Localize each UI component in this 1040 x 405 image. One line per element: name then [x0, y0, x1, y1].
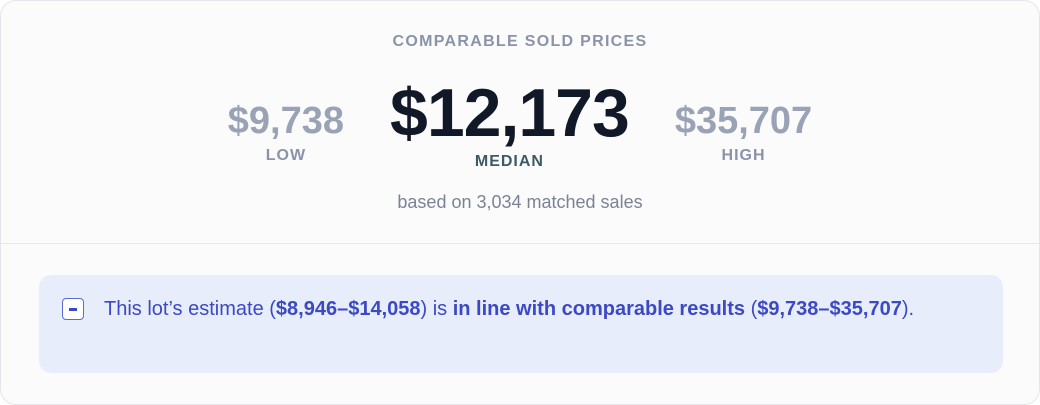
text: ( — [745, 298, 758, 320]
stat-value: $35,707 — [674, 100, 813, 142]
sales-note: based on 3,034 matched sales — [397, 192, 643, 212]
stat-value: $12,173 — [390, 75, 630, 151]
text: This lot’s estimate ( — [104, 298, 276, 320]
minus-icon — [62, 298, 84, 320]
stat-low: $9,738 LOW — [228, 77, 344, 165]
summary-section: COMPARABLE SOLD PRICES $9,738 LOW $12,17… — [1, 1, 1039, 244]
stat-value: $9,738 — [227, 100, 345, 142]
comparable-range: $9,738–$35,707 — [757, 298, 902, 320]
stat-label: HIGH — [721, 147, 766, 164]
stat-label: MEDIAN — [474, 153, 544, 170]
estimate-callout: This lot’s estimate ($8,946–$14,058) is … — [39, 275, 1003, 373]
stat-label: LOW — [265, 147, 307, 164]
text: ) is — [420, 298, 453, 320]
assessment: in line with comparable results — [452, 298, 746, 320]
stat-high: $35,707 HIGH — [675, 77, 812, 165]
callout-text: This lot’s estimate ($8,946–$14,058) is … — [104, 294, 964, 324]
section-title: COMPARABLE SOLD PRICES — [392, 33, 648, 50]
estimate-range: $8,946–$14,058 — [275, 298, 421, 320]
stat-median: $12,173 MEDIAN — [390, 75, 630, 171]
text: ). — [901, 298, 915, 320]
stats-row: $9,738 LOW $12,173 MEDIAN $35,707 HIGH — [1, 77, 1039, 171]
